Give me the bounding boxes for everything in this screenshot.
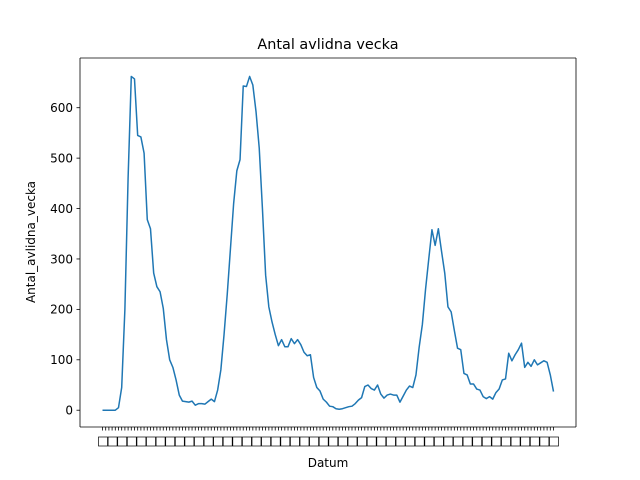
x-tick-label-glyph — [539, 436, 550, 447]
plot-area — [80, 58, 576, 427]
series-lines — [102, 75, 555, 411]
x-tick-label-glyph — [481, 436, 492, 447]
x-tick-label-glyph — [280, 436, 291, 447]
y-tick-label: 500 — [50, 151, 73, 165]
x-tick-label-glyph — [309, 436, 319, 447]
x-tick-label-glyph — [213, 436, 223, 447]
x-tick-label-glyph — [520, 436, 531, 447]
y-tick-label: 600 — [50, 101, 73, 115]
x-tick-label-glyph — [136, 436, 147, 447]
x-tick-label-glyph — [434, 436, 444, 447]
x-tick-label-glyph — [251, 436, 262, 447]
x-tick-label-glyph — [318, 436, 329, 447]
x-tick-label-glyph — [453, 436, 463, 447]
x-tick-label-glyph — [501, 436, 511, 447]
x-tick-label-glyph — [203, 436, 214, 447]
x-tick-label-glyph — [472, 436, 483, 447]
x-tick-label-glyph — [424, 436, 435, 447]
x-tick-label-glyph — [146, 436, 156, 447]
x-tick-label-glyph — [338, 436, 348, 447]
x-tick-label-glyph — [155, 436, 166, 447]
x-tick-label-glyph — [222, 436, 233, 447]
x-tick-label-glyph — [491, 436, 502, 447]
axes-frame — [79, 57, 577, 428]
x-tick-label-glyph — [549, 436, 559, 447]
x-tick-label-glyph — [261, 436, 271, 447]
x-tick-label-glyph — [386, 436, 396, 447]
y-axis-ticks: 0 100 200 300 400 500 600 — [50, 101, 80, 418]
x-tick-label-glyph — [462, 436, 473, 447]
x-tick-label-glyph — [366, 436, 377, 447]
x-tick-label-glyph — [443, 436, 454, 447]
y-axis-label: Antal_avlidna_vecka — [24, 181, 38, 303]
y-tick-label: 100 — [50, 353, 73, 367]
x-tick-label-glyph — [107, 436, 118, 447]
y-tick-label: 400 — [50, 202, 73, 216]
chart-title: Antal avlidna vecka — [257, 37, 398, 53]
x-tick-label-glyph — [290, 436, 300, 447]
x-axis-label: Datum — [308, 456, 349, 470]
x-tick-label-glyph — [165, 436, 176, 447]
x-tick-label-glyph — [529, 436, 540, 447]
y-tick-label: 300 — [50, 252, 73, 266]
x-tick-label-glyph — [242, 436, 252, 447]
x-tick-label-glyph — [194, 436, 204, 447]
x-tick-label-glyph — [117, 436, 128, 447]
x-tick-label-glyph — [98, 436, 108, 447]
x-tick-label-glyph — [174, 436, 185, 447]
x-tick-label-glyph — [299, 436, 310, 447]
x-tick-label-glyph — [376, 436, 387, 447]
x-tick-label-glyph — [270, 436, 281, 447]
x-tick-label-glyph — [347, 436, 358, 447]
x-tick-label-glyph — [395, 436, 406, 447]
x-tick-label-glyph — [328, 436, 339, 447]
x-tick-label-glyph — [232, 436, 243, 447]
x-tick-label-glyph — [357, 436, 367, 447]
y-tick-label: 200 — [50, 303, 73, 317]
x-axis-ticks — [98, 427, 559, 447]
x-tick-labels-overlap — [98, 436, 559, 447]
x-tick-label-glyph — [510, 436, 521, 447]
y-tick-label: 0 — [65, 404, 73, 418]
x-tick-label-glyph — [126, 436, 137, 447]
series-line — [102, 75, 555, 411]
x-tick-label-glyph — [184, 436, 195, 447]
x-tick-label-glyph — [414, 436, 425, 447]
x-tick-label-glyph — [405, 436, 415, 447]
